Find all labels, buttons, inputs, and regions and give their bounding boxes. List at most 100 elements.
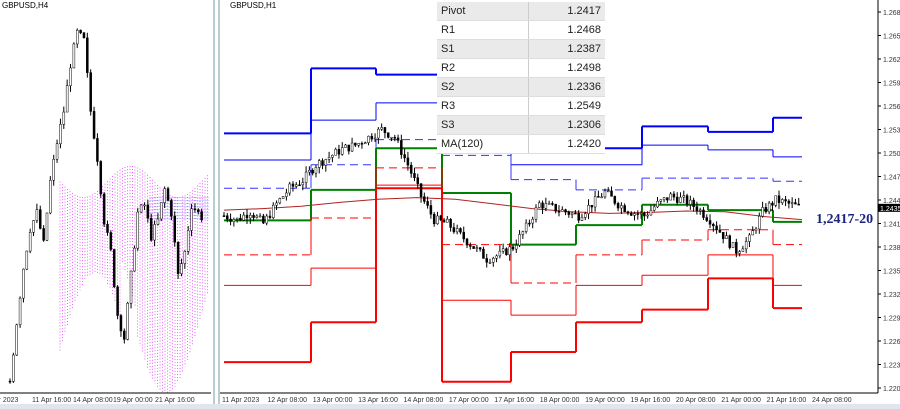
h1-candle-body (600, 196, 603, 199)
h1-candle-body (390, 136, 393, 139)
h4-candle-body (42, 228, 45, 241)
y-tick-label: 1.2265 (883, 339, 900, 346)
h4-candle-body (126, 302, 129, 340)
pivot-label: R2 (437, 58, 529, 78)
x-tick-label: 19 Apr 00:00 (585, 397, 625, 404)
h1-candle-body (429, 205, 433, 215)
pivot-value: 1.2420 (528, 134, 605, 154)
h4-candle-body (197, 209, 200, 212)
h1-candle-body (446, 218, 449, 223)
y-tick-label: 1.2415 (883, 222, 900, 229)
h1-candle-body (731, 242, 735, 248)
h1-candle-body (771, 202, 774, 206)
h1-candle-body (291, 183, 295, 187)
h1-candle-body (564, 209, 567, 213)
h1-candle-body (636, 213, 640, 215)
h4-candle-body (39, 209, 42, 229)
h1-candle-body (629, 212, 633, 216)
h4-candle-body (156, 218, 160, 225)
y-tick-label: 1.2625 (883, 57, 900, 64)
h1-candle-body (255, 215, 259, 218)
h1-candle-body (672, 193, 676, 198)
h1-candle-body (754, 228, 758, 232)
h4-candle-body (129, 270, 133, 304)
y-tick-label: 1.2355 (883, 269, 900, 276)
h1-candle-body (685, 195, 689, 205)
h1-candle-body (432, 213, 436, 225)
h1-candle-body (235, 217, 239, 220)
h4-candle-body (28, 232, 32, 252)
h1-chart-canvas[interactable]: 1.2685 1.2655 1.2625 1.2595 1.2565 1.2535 1.25… (220, 0, 900, 409)
h4-candle-body (186, 230, 190, 252)
h4-candle-body (193, 208, 197, 211)
h1-candle-body (426, 201, 429, 206)
h1-candle-body (295, 184, 298, 187)
h1-candle-body (334, 149, 337, 156)
h4-candle-body (146, 204, 150, 219)
h4-candle-body (89, 72, 92, 112)
h1-candle-body (718, 229, 722, 233)
pivot-label: Pivot (437, 2, 529, 21)
h1-candle-body (498, 250, 502, 257)
h1-candle-body (232, 219, 236, 222)
h4-candle-body (92, 111, 96, 139)
h1-candle-body (304, 171, 308, 183)
h1-candle-body (643, 212, 646, 217)
h4-candle-body (160, 202, 163, 220)
h1-candle-body (272, 204, 275, 218)
x-tick-label: 21 Apr 00:00 (721, 397, 761, 404)
h1-candle-body (242, 214, 245, 221)
h1-candle-body (606, 190, 610, 193)
h4-candle-body (190, 208, 193, 231)
pivot-label: S1 (437, 39, 529, 59)
pivot-value: 1.2417 (528, 2, 605, 21)
h4-candle-body (12, 354, 15, 382)
h1-candle-body (508, 246, 511, 256)
x-tick-label: 24 Apr 08:00 (812, 397, 852, 404)
h1-candle-body (367, 135, 370, 143)
status-bar (0, 404, 900, 409)
pivot-row: MA(120) 1.2420 (437, 134, 605, 154)
h1-candle-body (744, 241, 748, 250)
h1-candle-body (758, 215, 761, 230)
h1-candle-body (413, 173, 416, 178)
h1-chart-title: GBPUSD,H1 (230, 1, 277, 10)
y-tick-label: 1.2475 (883, 175, 900, 182)
h4-candle-body (123, 330, 126, 340)
current-price-marker (878, 203, 900, 212)
h1-candle-body (321, 160, 324, 166)
h1-chart-panel[interactable]: 1.2685 1.2655 1.2625 1.2595 1.2565 1.2535 1.25… (218, 0, 900, 409)
h4-candle-body (99, 161, 103, 195)
h1-candle-body (669, 193, 672, 201)
h1-candle-body (689, 199, 692, 205)
h4-candle-body (139, 204, 143, 213)
pivot-label: R3 (437, 96, 529, 116)
h4-candle-body (163, 188, 166, 203)
h4-candle-body (25, 250, 29, 270)
h1-candle-body (623, 205, 626, 212)
h1-candle-body (561, 209, 564, 212)
h4-candle-body (49, 179, 52, 214)
h4-candle-body (22, 268, 25, 299)
h1-candle-body (662, 197, 666, 201)
h1-candle-body (767, 202, 771, 213)
h1-candle-body (784, 199, 787, 202)
h1-candle-body (505, 248, 508, 256)
h1-candle-body (721, 232, 725, 239)
h1-candle-body (639, 212, 643, 215)
y-tick-label: 1.2205 (883, 386, 900, 393)
pivot-levels-table: Pivot 1.2417 R1 1.2468 S1 1.2387 R2 1.2498 S2 1.2… (437, 2, 605, 154)
h1-candle-body (584, 213, 587, 218)
h1-candle-body (580, 217, 584, 221)
h4-candle-body (119, 315, 123, 332)
pivot-row: R3 1.2549 (437, 96, 605, 116)
h1-candle-body (738, 251, 741, 254)
h1-candle-body (222, 215, 226, 217)
h4-candle-body (79, 29, 82, 34)
x-tick-label: 13 Apr 16:00 (358, 397, 398, 404)
current-price-label: 1.2435 (880, 206, 900, 213)
h1-candle-body (712, 223, 715, 227)
y-tick-label: 1.2595 (883, 81, 900, 88)
